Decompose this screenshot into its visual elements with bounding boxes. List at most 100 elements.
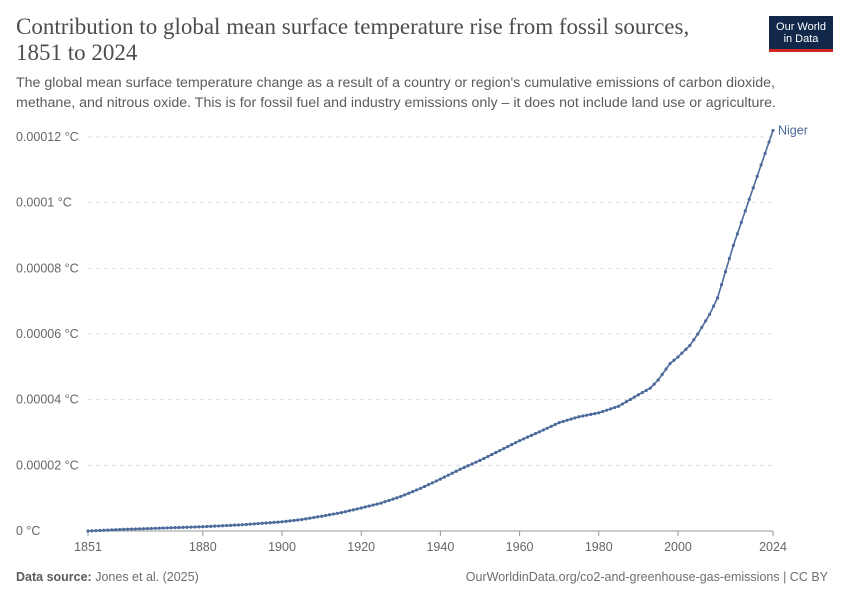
data-point [553,422,557,427]
data-point [609,407,613,411]
data-point [387,498,391,503]
y-tick-label: 0 °C [16,524,40,538]
data-point [771,128,775,133]
data-point [228,523,233,527]
data-source-text[interactable]: Jones et al. (2025) [95,570,199,584]
data-point [224,523,229,528]
data-point [438,477,442,481]
x-tick-label: 1880 [189,540,217,554]
data-point [719,283,724,287]
data-point [486,454,490,459]
data-point [129,527,134,531]
data-point [613,405,617,410]
data-point [466,464,470,468]
data-point [442,475,446,479]
data-point [708,312,712,316]
data-point [327,513,332,517]
data-point [585,413,589,417]
data-point [288,519,292,523]
data-point [308,516,312,520]
data-point [577,415,581,419]
data-point [403,493,407,497]
data-point [640,390,644,395]
data-point [153,526,157,530]
data-point [248,522,252,526]
data-point [517,439,522,443]
data-point [624,400,629,404]
data-point [98,528,102,533]
data-point [351,508,355,512]
data-point [102,528,106,532]
data-point [399,494,403,499]
data-point [363,505,367,509]
logo-line-1: Our World [776,21,826,33]
owid-logo[interactable]: Our World in Data [769,16,833,52]
data-point [320,514,324,518]
data-point [367,504,371,508]
source-url[interactable]: OurWorldinData.org/co2-and-greenhouse-ga… [465,570,828,584]
data-point [478,458,482,463]
data-point [712,304,716,308]
data-point [704,319,708,323]
x-tick-label: 1940 [426,540,454,554]
data-point [767,140,771,144]
data-point [533,432,538,436]
data-point [331,512,336,516]
data-point [763,151,767,156]
data-point [173,526,177,530]
data-point [692,338,696,342]
data-point [419,486,423,490]
data-point [232,523,237,527]
chart-title: Contribution to global mean surface temp… [16,14,690,65]
data-point [561,419,565,424]
data-point [391,497,395,501]
data-point [581,414,585,418]
data-point [169,526,173,530]
data-point [221,524,225,528]
data-point [118,527,122,532]
data-point [569,417,573,421]
x-tick-label: 2000 [664,540,692,554]
x-tick-label: 1960 [506,540,534,554]
data-point [106,528,110,532]
data-point [343,510,347,514]
data-point [490,452,494,457]
data-point [133,527,138,531]
data-point [422,484,427,489]
data-point [593,411,597,416]
data-point [355,507,359,511]
data-point [506,445,510,449]
data-point [529,433,534,437]
data-point [601,409,605,414]
data-point [458,467,462,471]
data-point [415,488,419,492]
y-tick-label: 0.00002 °C [16,458,79,472]
data-point [696,332,700,336]
data-point [244,522,248,527]
data-point [470,462,474,466]
y-tick-label: 0.0001 °C [16,196,72,210]
data-point [636,393,640,397]
x-tick-label: 2024 [759,540,787,554]
data-point [260,521,264,525]
data-point [335,511,340,515]
data-point [252,522,256,526]
data-point [205,524,209,529]
data-point [735,232,739,236]
data-point [537,430,541,434]
data-point [201,525,205,529]
data-point [628,397,633,401]
data-point [122,527,126,531]
data-point [383,500,387,504]
data-point [114,528,118,532]
data-point [751,186,755,190]
data-point [189,525,193,529]
data-point [209,524,213,528]
data-point [276,520,280,524]
data-point [300,517,304,522]
data-point [620,402,625,406]
data-point [723,270,728,274]
data-point [426,483,431,487]
data-point [759,163,763,167]
x-tick-label: 1851 [74,540,102,554]
